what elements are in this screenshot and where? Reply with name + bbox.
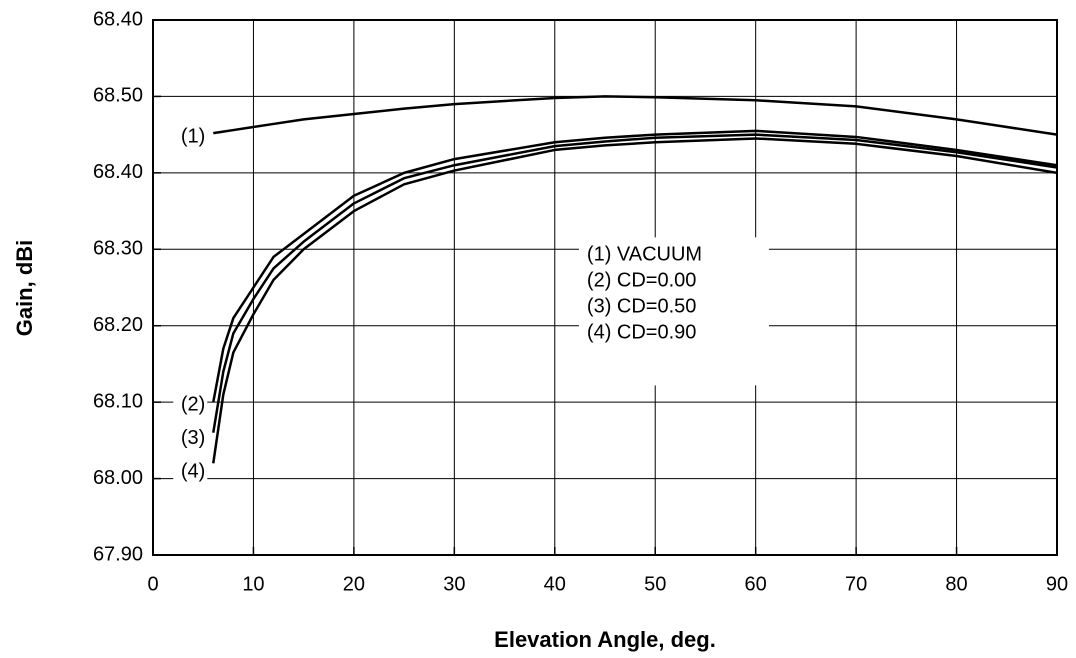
curve-label: (4) xyxy=(181,461,205,483)
legend-entry: (4) CD=0.90 xyxy=(587,322,697,344)
y-axis-title: Gain, dBi xyxy=(12,240,37,337)
curve-label-bg xyxy=(173,393,208,418)
series-line xyxy=(212,129,1058,403)
series-line xyxy=(212,137,1058,464)
y-tick-label: 68.30 xyxy=(93,238,143,260)
x-tick-label: 50 xyxy=(644,573,666,595)
x-tick-label: 60 xyxy=(745,573,767,595)
x-tick-label: 20 xyxy=(343,573,365,595)
curve-label-bg xyxy=(173,460,208,485)
x-tick-label: 10 xyxy=(242,573,264,595)
legend-entry: (1) VACUUM xyxy=(587,244,702,266)
legend-entry: (3) CD=0.50 xyxy=(587,296,697,318)
x-tick-label: 0 xyxy=(147,573,158,595)
y-tick-label: 68.40 xyxy=(93,161,143,183)
x-tick-label: 40 xyxy=(544,573,566,595)
series-line xyxy=(213,95,1058,136)
legend-box xyxy=(578,237,769,386)
curve-label: (1) xyxy=(181,125,205,147)
series-line xyxy=(212,133,1058,433)
x-tick-label: 90 xyxy=(1046,573,1068,595)
y-tick-label: 68.40 xyxy=(93,8,143,30)
curve-label-bg xyxy=(173,125,208,150)
y-tick-label: 68.20 xyxy=(93,314,143,336)
y-tick-label: 68.50 xyxy=(93,85,143,107)
plot-frame xyxy=(152,19,1058,556)
y-tick-label: 67.90 xyxy=(93,543,143,565)
x-tick-label: 70 xyxy=(845,573,867,595)
x-tick-label: 30 xyxy=(443,573,465,595)
y-tick-label: 68.00 xyxy=(93,467,143,489)
x-axis-title: Elevation Angle, deg. xyxy=(494,627,716,652)
y-tick-label: 68.10 xyxy=(93,390,143,412)
curve-label-bg xyxy=(173,426,208,451)
curve-label: (3) xyxy=(181,427,205,449)
x-tick-label: 80 xyxy=(945,573,967,595)
legend-entry: (2) CD=0.00 xyxy=(587,270,697,292)
curve-label: (2) xyxy=(181,393,205,415)
